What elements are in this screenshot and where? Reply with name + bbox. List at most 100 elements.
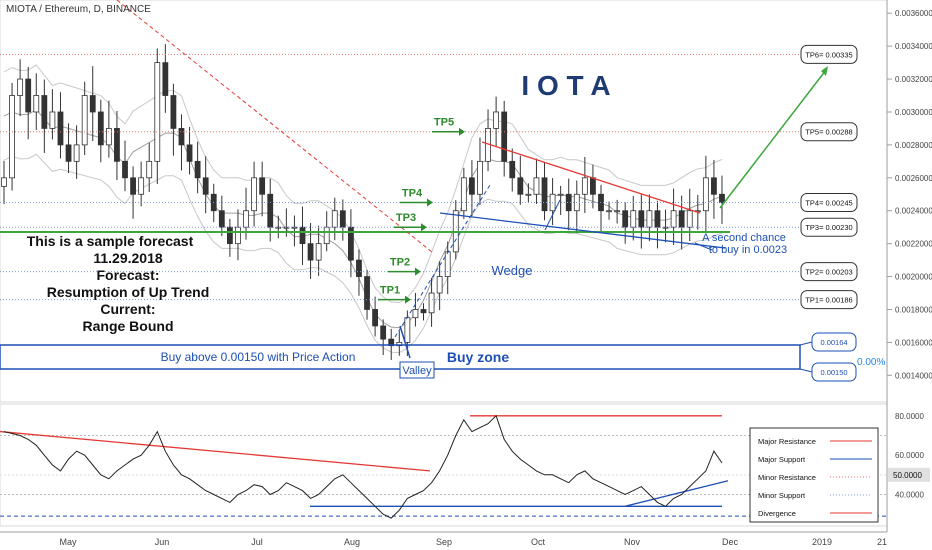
legend-box xyxy=(749,427,879,523)
tp-arrow-tp3: TP3 xyxy=(394,212,427,232)
time-axis-ticks: May Jun Jul Aug Sep Oct Nov Dec 2019 21 xyxy=(59,537,887,547)
tp-arrow-head xyxy=(415,267,421,276)
legend-item-label: Minor Resistance xyxy=(758,473,816,482)
forecast-line-2: 11.29.2018 xyxy=(93,250,163,266)
candle-body xyxy=(380,325,387,340)
candle-body xyxy=(420,309,427,314)
candle-body xyxy=(638,210,645,228)
candle-body xyxy=(323,226,330,245)
candle-body xyxy=(114,128,120,162)
tp-arrow-head xyxy=(427,198,433,207)
candle-body xyxy=(251,177,257,212)
candle-body xyxy=(243,210,249,228)
zone-label-frame xyxy=(811,332,857,352)
candle-body xyxy=(460,177,467,212)
zone-connector-bottom xyxy=(799,368,813,373)
candle-body xyxy=(105,128,112,146)
candle-body xyxy=(122,160,128,179)
candle-body xyxy=(428,292,435,314)
tp-box-tp5: TP5= 0.00288 xyxy=(800,122,858,142)
candle-body xyxy=(186,144,193,162)
tp-box-label: TP1= 0.00186 xyxy=(805,296,852,305)
rsi-tick-label: 60.0000 xyxy=(895,451,924,460)
candle-body xyxy=(654,210,661,228)
downtrend-dashed-line xyxy=(116,0,433,253)
uptrend-dashed-line xyxy=(394,184,491,338)
projection-arrow xyxy=(719,69,827,209)
candle-body xyxy=(517,177,524,195)
candle-body xyxy=(146,160,153,179)
candle-body xyxy=(501,111,508,162)
rsi-line xyxy=(3,414,723,519)
rsi-indicator xyxy=(0,414,887,519)
candle-body xyxy=(719,193,725,203)
second-chance-line2: to buy in 0.0023 xyxy=(709,244,787,256)
price-panel xyxy=(0,0,888,403)
time-tick-label: 2019 xyxy=(812,537,832,547)
forecast-line-1: This is a sample forecast xyxy=(27,233,194,249)
zone-label-frame xyxy=(811,362,857,382)
candle-body xyxy=(404,317,411,343)
candle-body xyxy=(606,210,612,213)
candle-body xyxy=(138,177,145,195)
valley-arrow xyxy=(399,325,411,359)
tp-arrow-label: TP2 xyxy=(390,257,410,269)
symbol-label: I O T A xyxy=(521,70,610,101)
wedge-label: Wedge xyxy=(492,263,533,278)
tp-box-frame xyxy=(800,262,858,282)
candle-body xyxy=(436,276,443,294)
candle-body xyxy=(686,210,693,228)
candle-body xyxy=(678,210,685,228)
second-chance-line1: A second chance xyxy=(702,232,786,244)
forecast-text: This is a sample forecast 11.29.2018 For… xyxy=(27,233,210,334)
tp-labels: TP6= 0.00335 TP5= 0.00288 TP4= 0.00245 TP3=… xyxy=(800,44,858,310)
forecast-line-4: Resumption of Up Trend xyxy=(47,284,210,300)
tp-arrow-tp1: TP1 xyxy=(378,285,411,304)
legend-item-label: Minor Support xyxy=(758,491,806,500)
tp-box-frame xyxy=(800,122,858,142)
rsi-support-trend xyxy=(624,480,729,507)
candle-body xyxy=(590,177,596,195)
tp-arrow-label: TP5 xyxy=(434,117,454,129)
time-tick-label: 21 xyxy=(877,537,887,547)
candle-body xyxy=(65,144,72,162)
tp-arrow-label: TP1 xyxy=(380,285,400,297)
tp-box-tp3: TP3= 0.00230 xyxy=(800,217,858,237)
tp-arrow-head xyxy=(421,223,427,232)
candle-body xyxy=(581,177,588,195)
tp-arrow-tp2: TP2 xyxy=(388,257,421,276)
candle-body xyxy=(9,95,15,179)
rsi-divergence-line xyxy=(0,430,431,472)
tp-arrows: TP1 TP2 TP3 TP4 TP5 xyxy=(378,117,465,304)
candle-body xyxy=(622,210,629,228)
wedge-lower-line xyxy=(439,212,726,249)
tp-arrow-tp5: TP5 xyxy=(432,117,465,136)
candle-body xyxy=(299,226,306,245)
time-tick-label: Dec xyxy=(722,537,739,547)
percent-label: 0.00% xyxy=(857,357,885,368)
buy-zone-text: Buy zone xyxy=(447,349,509,365)
candle-body xyxy=(275,226,282,229)
legend-item-label: Major Resistance xyxy=(758,437,816,446)
time-tick-label: Oct xyxy=(531,537,546,547)
candle-body xyxy=(267,193,274,228)
candle-body xyxy=(130,177,136,195)
time-tick-label: Nov xyxy=(624,537,641,547)
tp-arrow-head xyxy=(405,295,411,304)
candle-body xyxy=(17,78,24,96)
candle-body xyxy=(33,95,40,113)
candle-body xyxy=(259,177,266,195)
candle-body xyxy=(25,78,32,113)
candle-body xyxy=(646,210,653,228)
time-tick-label: Sep xyxy=(436,537,452,547)
candle-body xyxy=(41,95,48,129)
candle-body xyxy=(194,160,201,179)
tp-box-frame xyxy=(800,44,858,64)
candle-body xyxy=(315,243,322,261)
candle-body xyxy=(162,62,169,96)
